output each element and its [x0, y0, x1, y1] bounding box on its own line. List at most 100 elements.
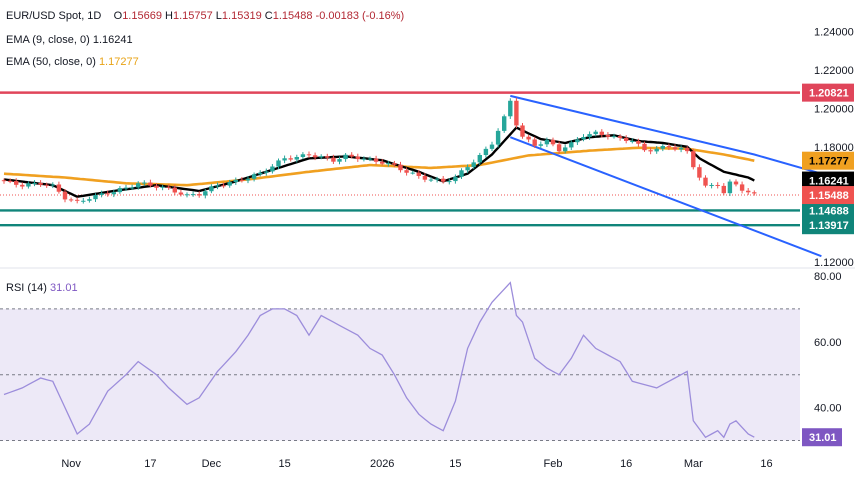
candle-body [251, 174, 257, 179]
channel-upper-line [510, 94, 822, 175]
candle-body [630, 140, 635, 142]
candle-body [453, 176, 458, 182]
candle-body [416, 172, 421, 176]
candle-body [184, 194, 190, 196]
x-axis-tick: 2026 [370, 458, 394, 470]
candle-body [227, 182, 232, 186]
candle-body [331, 157, 336, 162]
ema50-value: 1.17277 [98, 56, 139, 68]
candle-body [166, 186, 171, 188]
candle-body [26, 183, 31, 187]
candle-body [245, 178, 251, 181]
candle-body [660, 146, 665, 149]
close-value: 1.15488 [272, 10, 313, 22]
high-label: H [165, 10, 173, 22]
candle-body [599, 131, 604, 135]
candle-body [715, 184, 720, 186]
support-1-price-tag: 1.14688 [809, 205, 849, 217]
candle-body [294, 156, 299, 160]
ema9-label: EMA (9, close, 0) [6, 34, 90, 46]
candle-body [373, 158, 379, 162]
candle-body [636, 140, 641, 144]
candle-body [117, 188, 123, 193]
candle-body [526, 136, 531, 140]
candle-body [392, 163, 397, 165]
candle-body [160, 186, 165, 188]
candle-body [81, 200, 86, 202]
candle-body [563, 147, 568, 152]
candle-body [123, 187, 129, 189]
candle-body [569, 142, 574, 148]
price-axis-tick: 1.22000 [814, 65, 854, 77]
symbol-title[interactable]: EUR/USD Spot, 1D [6, 10, 102, 22]
candle-body [495, 130, 501, 145]
candle-body [697, 167, 702, 178]
candle-body [197, 194, 202, 196]
x-axis-tick: 16 [760, 458, 772, 470]
candle-body [288, 158, 293, 160]
candle-body [7, 180, 13, 182]
support-2-price-tag: 1.13917 [809, 220, 849, 232]
candle-body [575, 139, 580, 143]
ema50-label: EMA (50, close, 0) [6, 56, 96, 68]
candle-body [648, 150, 653, 152]
candle-body [233, 179, 238, 183]
candle-body [532, 139, 537, 146]
candle-body [68, 199, 74, 201]
rsi-axis-tick: 80.00 [814, 271, 842, 283]
x-axis-tick: 15 [278, 458, 290, 470]
candle-body [367, 158, 373, 160]
support-2-price-tag-bg [802, 216, 854, 235]
ema9-price-tag-bg [802, 171, 854, 190]
ema9-line [3, 126, 755, 198]
candle-body [349, 154, 354, 157]
candle-body [593, 131, 598, 135]
candle-body [691, 151, 696, 168]
candle-body [258, 172, 263, 175]
resistance-price-tag-bg [802, 83, 854, 102]
rsi-price-tag-bg [802, 428, 842, 447]
support-1-price-tag-bg [802, 201, 854, 220]
candle-body [581, 137, 586, 140]
candle-body [550, 139, 556, 145]
change-value: -0.00183 (-0.16%) [315, 10, 405, 22]
candle-body [56, 184, 62, 192]
rsi-legend[interactable]: RSI (14) 31.01 [6, 282, 78, 294]
candle-body [87, 199, 92, 201]
candle-body [14, 181, 19, 185]
candle-body [215, 185, 220, 187]
candle-body [343, 154, 348, 160]
ema9-price-tag: 1.16241 [809, 176, 849, 188]
candle-body [361, 158, 367, 160]
x-axis-tick: 15 [449, 458, 461, 470]
candle-body [752, 192, 757, 194]
low-value: 1.15319 [221, 10, 262, 22]
candle-body [319, 156, 324, 158]
candle-body [459, 170, 464, 177]
candle-body [471, 162, 476, 168]
candle-body [520, 125, 525, 137]
candle-body [654, 148, 659, 152]
candle-body [678, 147, 684, 150]
ema9-legend[interactable]: EMA (9, close, 0) 1.16241 [6, 34, 133, 46]
candle-body [386, 163, 391, 165]
ema50-legend[interactable]: EMA (50, close, 0) 1.17277 [6, 56, 139, 68]
candle-body [380, 161, 385, 164]
candle-body [50, 184, 55, 186]
candle-body [447, 181, 452, 183]
channel-lower-line [509, 136, 822, 258]
last-price-tag-bg [802, 186, 854, 205]
candle-body [172, 187, 177, 193]
candle-body [75, 199, 80, 201]
candle-body [556, 144, 562, 152]
candle-body [270, 166, 275, 172]
candle-body [624, 137, 629, 141]
candle-body [154, 185, 159, 188]
candle-body [136, 183, 141, 188]
candle-body [489, 144, 495, 149]
candle-body [428, 179, 434, 181]
candle-body [514, 100, 519, 126]
candle-body [617, 136, 623, 138]
